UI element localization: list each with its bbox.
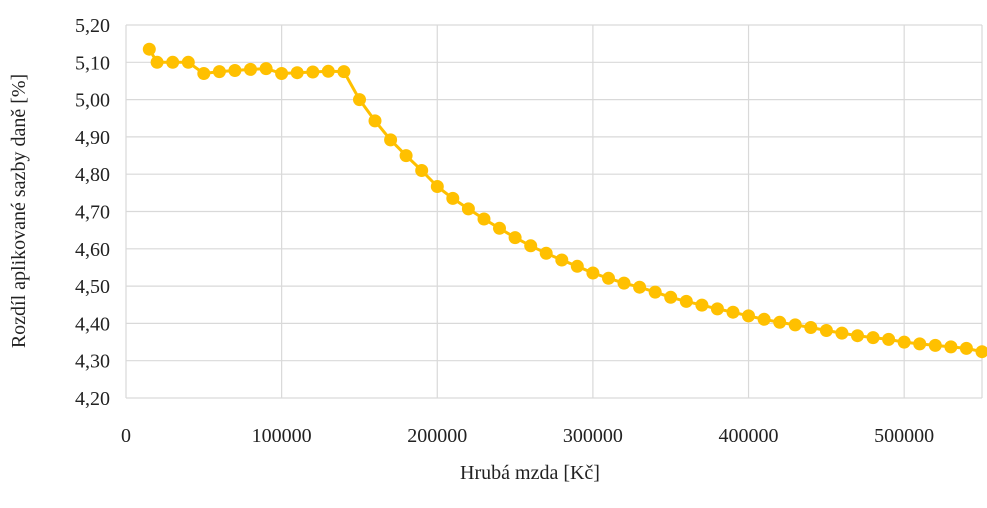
data-point (368, 114, 382, 128)
data-point (695, 298, 709, 312)
y-tick-label: 4,60 (75, 239, 110, 261)
y-tick-label: 4,30 (75, 351, 110, 373)
y-tick-label: 5,00 (75, 90, 110, 112)
data-point (508, 231, 522, 245)
data-point (679, 294, 693, 308)
data-point (586, 266, 600, 280)
data-point (617, 276, 631, 290)
data-point (742, 309, 755, 323)
data-point (648, 285, 662, 299)
y-tick-label: 4,40 (75, 313, 110, 335)
data-point (944, 340, 958, 354)
data-point (228, 64, 242, 77)
y-tick-label: 4,20 (75, 388, 110, 410)
gridlines (125, 24, 983, 399)
data-point (244, 62, 257, 76)
data-point (524, 239, 538, 253)
data-point (773, 315, 787, 329)
data-point (181, 55, 195, 69)
data-point (602, 271, 615, 285)
data-point (275, 67, 289, 80)
data-point (399, 149, 413, 163)
series-line (148, 48, 983, 354)
x-tick-label: 200000 (407, 425, 467, 447)
x-tick-label: 0 (121, 425, 131, 447)
data-point (337, 65, 351, 79)
y-axis-title: Rozdíl aplikované sazby daně [%] (8, 74, 30, 348)
data-point (384, 133, 398, 147)
data-point (664, 290, 678, 304)
data-point (928, 338, 942, 352)
y-tick-label: 4,70 (75, 202, 110, 224)
x-tick-label: 400000 (719, 425, 779, 447)
y-tick-label: 4,80 (75, 164, 110, 186)
data-point (570, 259, 584, 273)
data-point (804, 321, 818, 334)
data-point (212, 65, 226, 79)
y-tick-label: 5,10 (75, 52, 110, 74)
data-point (710, 302, 724, 316)
data-point (150, 55, 164, 69)
x-axis-title: Hrubá mzda [Kč] (460, 462, 600, 484)
data-point (142, 42, 156, 56)
data-point (461, 202, 475, 216)
data-point (290, 66, 304, 80)
x-axis-ticks: 0 100000 200000 300000 400000 500000 (121, 425, 934, 447)
series-layer (142, 42, 987, 359)
data-point (913, 337, 927, 351)
data-point (539, 246, 553, 260)
data-point (897, 335, 911, 349)
data-point (197, 67, 211, 80)
x-tick-label: 300000 (563, 425, 623, 447)
data-point (851, 329, 864, 343)
data-point (493, 221, 506, 235)
y-tick-label: 4,50 (75, 276, 110, 298)
data-point (959, 341, 973, 355)
x-tick-label: 100000 (252, 425, 312, 447)
data-point (306, 65, 320, 79)
y-tick-label: 5,20 (75, 15, 110, 37)
data-point (430, 180, 444, 193)
data-point (882, 332, 896, 346)
data-point (633, 280, 647, 294)
data-point (819, 324, 833, 337)
data-point (166, 55, 180, 69)
data-point (788, 318, 802, 332)
x-tick-label: 500000 (874, 425, 934, 447)
data-point (555, 253, 569, 267)
data-point (975, 345, 987, 359)
data-point (259, 62, 273, 76)
data-point (415, 164, 429, 177)
data-point (835, 326, 849, 340)
y-tick-label: 4,90 (75, 127, 110, 149)
data-point (726, 305, 740, 319)
data-point (321, 64, 335, 78)
data-point (866, 331, 880, 345)
data-point (757, 312, 771, 326)
data-point (477, 212, 491, 226)
data-point (353, 93, 366, 107)
y-axis-ticks: 4,20 4,30 4,40 4,50 4,60 4,70 4,80 4,90 5,00 5,10… (75, 15, 110, 410)
data-point (446, 191, 460, 205)
